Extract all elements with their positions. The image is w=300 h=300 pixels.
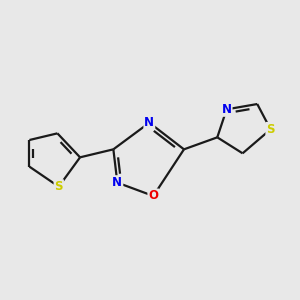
Text: N: N [222, 103, 232, 116]
Text: N: N [144, 116, 154, 129]
Text: O: O [148, 190, 158, 202]
Text: S: S [55, 180, 63, 193]
Text: S: S [266, 123, 275, 136]
Text: N: N [112, 176, 122, 189]
